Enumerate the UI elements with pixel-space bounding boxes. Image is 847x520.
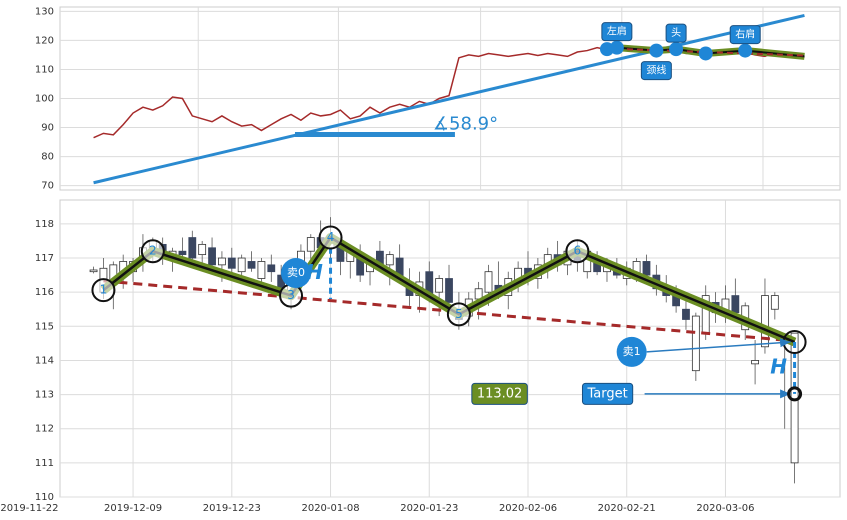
candle-body — [257, 261, 266, 279]
annotation-box — [665, 23, 687, 43]
pattern-point — [649, 43, 664, 58]
zigzag-point — [318, 225, 343, 250]
zigzag-label: 1 — [100, 283, 108, 297]
candle-body — [188, 237, 197, 259]
zigzag-point — [140, 239, 165, 264]
x-tick-label: 2019-12-09 — [104, 503, 162, 514]
pattern-point — [738, 43, 753, 58]
neckline — [606, 47, 805, 57]
candle-body — [770, 295, 779, 310]
x-tick-label: 2020-02-06 — [499, 503, 557, 514]
zigzag-label: 4 — [327, 230, 335, 244]
y-tick-label: 120 — [35, 35, 54, 46]
h-label: H — [306, 260, 323, 284]
y-tick-label: 116 — [35, 287, 54, 298]
pattern-point — [669, 42, 684, 57]
target-point — [787, 386, 803, 402]
candle-body — [267, 264, 276, 273]
y-tick-label: 117 — [35, 253, 54, 264]
candle-body — [751, 360, 759, 365]
x-tick-label: 2020-01-08 — [301, 503, 359, 514]
annotation-label: 头 — [671, 27, 681, 39]
candle-body — [306, 237, 315, 252]
candle-body — [178, 250, 187, 256]
y-tick-label: 113 — [35, 390, 54, 401]
candle-body — [761, 295, 769, 348]
y-tick-label: 118 — [35, 219, 54, 230]
annotation-label: 颈线 — [646, 64, 666, 77]
zigzag-point — [565, 239, 590, 264]
candle-body — [691, 315, 700, 372]
x-tick-label: 2019-11-22 — [0, 503, 58, 514]
annotation-label: 右肩 — [735, 28, 755, 41]
angle-label: ∡58.9° — [433, 114, 498, 135]
zigzag-label: 5 — [455, 307, 463, 321]
signal-marker — [280, 258, 311, 289]
zigzag-label: 6 — [574, 244, 582, 258]
y-tick-label: 80 — [41, 152, 54, 163]
candle-body — [642, 261, 651, 276]
annotation-box — [581, 382, 634, 405]
y-tick-label: 111 — [35, 458, 54, 469]
signal-marker — [616, 336, 647, 367]
pattern-point — [698, 46, 713, 61]
candle-body — [445, 278, 453, 303]
annotation-box — [640, 61, 672, 81]
annotation-label: 113.02 — [477, 386, 523, 401]
y-tick-label: 130 — [35, 6, 54, 17]
h-label: H — [770, 354, 787, 378]
plot-area — [59, 199, 841, 498]
y-tick-label: 112 — [35, 424, 54, 435]
y-tick-label: 70 — [41, 181, 54, 192]
trend-line — [93, 13, 805, 185]
annotation-box — [729, 25, 761, 45]
annotation-label: 左肩 — [607, 25, 627, 38]
annotation-box — [471, 382, 528, 405]
x-tick-label: 2019-12-23 — [203, 503, 261, 514]
y-tick-label: 90 — [41, 123, 54, 134]
y-tick-label: 110 — [35, 492, 54, 503]
annotation-label: Target — [586, 386, 627, 401]
candle-body — [237, 257, 246, 273]
candle-body — [247, 261, 256, 269]
candle-body — [682, 308, 690, 320]
signal-label: 卖1 — [623, 345, 641, 358]
candle-body — [218, 257, 226, 266]
candle-body — [89, 269, 98, 273]
y-tick-label: 114 — [35, 355, 54, 366]
zigzag-label: 2 — [149, 244, 157, 258]
y-tick-label: 115 — [35, 321, 54, 332]
candle-body — [198, 243, 207, 256]
pattern-point — [609, 40, 624, 55]
zigzag-point — [446, 302, 471, 327]
y-tick-label: 100 — [35, 94, 54, 105]
candle-body — [435, 278, 444, 293]
x-tick-label: 2020-01-23 — [400, 503, 458, 514]
candle-body — [731, 295, 740, 314]
signal-arrow — [646, 338, 791, 353]
x-tick-label: 2020-03-06 — [696, 503, 754, 514]
candle-body — [208, 247, 216, 266]
zigzag-label: 3 — [287, 288, 295, 302]
candle-body — [227, 257, 236, 269]
zigzag-point — [91, 278, 116, 303]
y-tick-label: 110 — [35, 64, 54, 75]
candle-body — [484, 271, 493, 293]
annotation-box — [601, 22, 633, 42]
signal-label: 卖0 — [287, 266, 305, 279]
x-tick-label: 2020-02-21 — [598, 503, 656, 514]
candle-body — [385, 254, 394, 266]
